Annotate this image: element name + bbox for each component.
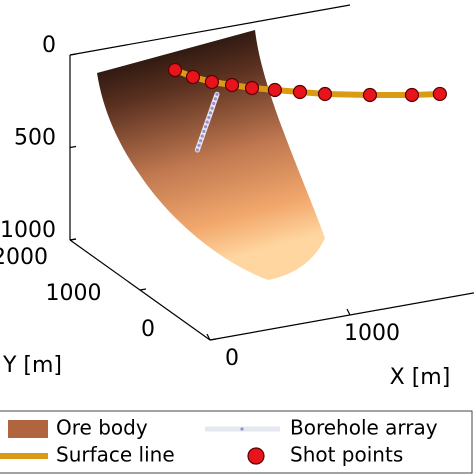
shot-point xyxy=(362,87,378,103)
legend-swatch xyxy=(240,427,244,431)
shot-point xyxy=(185,69,201,85)
borehole-receiver xyxy=(205,120,209,124)
borehole-receiver xyxy=(213,97,217,101)
legend-label: Shot points xyxy=(290,443,403,467)
legend-label: Borehole array xyxy=(290,416,438,440)
shot-point xyxy=(292,84,308,100)
borehole-receiver xyxy=(195,148,199,152)
legend-label: Ore body xyxy=(56,416,148,440)
y-tick-label: 2000 xyxy=(0,245,48,270)
x-axis-label: X [m] xyxy=(390,365,451,390)
borehole-receiver xyxy=(199,139,203,143)
borehole-receiver xyxy=(210,106,214,110)
borehole-receiver xyxy=(202,129,206,133)
ore-body-surface xyxy=(97,30,325,280)
data-layer xyxy=(167,62,447,153)
y-tick xyxy=(139,288,147,291)
borehole-receiver xyxy=(200,134,204,138)
x-tick xyxy=(346,308,351,316)
z-tick-label: 1000 xyxy=(0,218,56,243)
y-tick xyxy=(209,338,217,341)
borehole-receiver xyxy=(203,125,208,129)
z-tick-label: 0 xyxy=(42,33,56,58)
borehole-receiver xyxy=(215,92,219,96)
z-tick-label: 500 xyxy=(14,126,56,151)
legend: Ore body Borehole array Surface line Shot p… xyxy=(0,410,473,474)
legend-label: Surface line xyxy=(56,443,175,467)
y-tick-label: 1000 xyxy=(46,281,102,306)
z-tick xyxy=(69,145,77,149)
z-tick xyxy=(69,53,77,56)
borehole-receiver xyxy=(212,101,216,106)
shot-point xyxy=(404,87,420,103)
legend-swatch xyxy=(8,420,48,438)
borehole-receiver xyxy=(197,143,201,148)
y-axis-label: Y [m] xyxy=(2,353,62,378)
y-tick xyxy=(69,238,77,241)
y-tick-label: 0 xyxy=(141,317,155,342)
borehole-receiver xyxy=(208,111,213,115)
legend-swatch xyxy=(247,447,265,465)
shot-point xyxy=(267,82,282,98)
shot-point xyxy=(204,74,219,90)
x-axis-line xyxy=(209,292,474,341)
shot-point xyxy=(224,77,240,93)
x-tick-label: 1000 xyxy=(344,321,400,346)
box-edge xyxy=(69,4,351,56)
x-tick xyxy=(206,333,211,341)
shot-point xyxy=(317,86,333,102)
legend-box xyxy=(0,410,473,474)
borehole-receiver xyxy=(207,115,211,120)
axes: 05001000010002000010002000 xyxy=(0,4,474,371)
shot-point xyxy=(244,80,260,96)
shot-point xyxy=(432,86,447,102)
x-tick-label: 0 xyxy=(225,346,239,371)
shot-point xyxy=(167,62,183,78)
